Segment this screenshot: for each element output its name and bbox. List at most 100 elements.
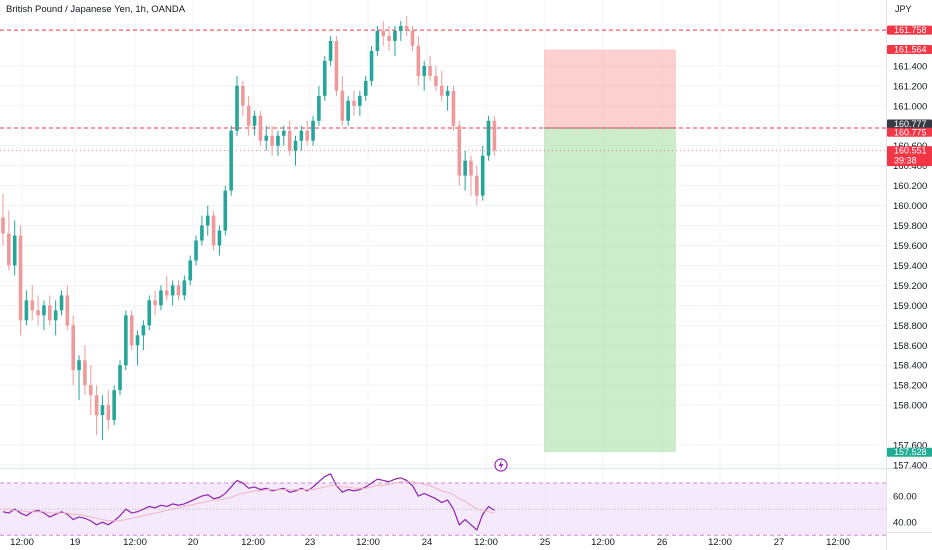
rsi-line	[2, 473, 495, 532]
candle-body	[165, 290, 169, 296]
chart-title: British Pound / Japanese Yen, 1h, OANDA	[6, 4, 186, 15]
time-tick-label: 12:00	[591, 537, 615, 548]
candle-body	[375, 30, 380, 51]
time-tick-label: 19	[70, 537, 81, 548]
candle-body	[182, 280, 187, 296]
candle-body	[176, 285, 181, 296]
candle-body	[194, 240, 198, 261]
candle-body	[65, 295, 70, 326]
candle-body	[147, 300, 152, 326]
candle-body	[445, 90, 450, 96]
time-tick-label: 12:00	[356, 537, 380, 548]
candle-body	[252, 115, 257, 126]
candle-body	[299, 130, 304, 141]
rsi-tick-label: 40.00	[893, 518, 917, 529]
icons	[494, 458, 508, 472]
currency-label: JPY	[895, 4, 912, 14]
time-tick-label: 27	[774, 537, 785, 548]
time-tick-label: 12:00	[474, 537, 498, 548]
price-tag	[887, 146, 932, 167]
candle-body	[428, 65, 432, 76]
time-tick-label: 26	[657, 537, 668, 548]
price-tick-label: 161.200	[893, 81, 927, 92]
candle-body	[393, 30, 397, 41]
candle-body	[480, 155, 485, 196]
candle-body	[486, 120, 491, 156]
price-tick-label: 159.800	[893, 221, 927, 232]
price-tick-label: 160.000	[893, 201, 927, 212]
candle-body	[88, 385, 93, 396]
candle-body	[235, 85, 239, 131]
candle-body	[118, 365, 122, 391]
price-tag	[887, 25, 932, 35]
candle-body	[211, 215, 216, 246]
price-tick-label: 159.600	[893, 241, 927, 252]
candle-body	[322, 60, 327, 96]
horizontal-lines[interactable]	[0, 29, 886, 152]
candle-body	[223, 190, 228, 231]
candle-body	[1, 217, 5, 234]
price-tag-label: 157.528	[894, 447, 927, 457]
candle-body	[258, 115, 263, 141]
candle-body	[463, 160, 467, 176]
price-tag-label: 160.551	[894, 146, 927, 156]
candle-body	[311, 120, 315, 141]
lightning-icon-bolt	[498, 460, 504, 470]
time-tick-label: 20	[188, 537, 199, 548]
candle-body	[492, 120, 497, 151]
candle-body	[404, 25, 409, 31]
price-tick-label: 158.000	[893, 401, 927, 412]
candle-body	[135, 335, 140, 346]
candle-body	[416, 45, 421, 76]
time-tick-label: 12:00	[708, 537, 732, 548]
candle-body	[59, 295, 64, 311]
candle-body	[363, 80, 368, 96]
price-tag-label: 161.564	[894, 45, 927, 55]
candle-body	[7, 233, 11, 266]
stop-loss-zone	[544, 49, 676, 129]
candle-body	[188, 260, 192, 281]
candle-body	[77, 360, 81, 371]
candle-body	[30, 300, 35, 311]
rsi-pane	[0, 473, 886, 536]
price-tag-countdown: 39:38	[894, 156, 917, 166]
price-tick-label: 161.000	[893, 101, 927, 112]
candle-body	[317, 95, 321, 121]
price-tick-label: 158.600	[893, 341, 927, 352]
candle-body	[83, 360, 87, 386]
take-profit-zone	[544, 128, 676, 453]
candle-body	[229, 130, 233, 191]
candle-body	[124, 315, 128, 366]
price-tick-label: 159.400	[893, 261, 927, 272]
candle-body	[36, 310, 40, 316]
candle-body	[94, 395, 99, 416]
candle-body	[170, 285, 175, 296]
position-tool[interactable]	[544, 49, 676, 453]
price-tick-label: 159.200	[893, 281, 927, 292]
candle-body	[439, 85, 444, 96]
candle-body	[264, 135, 269, 141]
candle-body	[112, 390, 116, 421]
candle-body	[287, 130, 292, 151]
candle-body	[241, 85, 245, 106]
candle-body	[334, 40, 339, 91]
price-tick-label: 158.800	[893, 321, 927, 332]
time-tick-label: 12:00	[10, 537, 34, 548]
candle-body	[457, 125, 462, 176]
candle-body	[205, 215, 210, 226]
candle-body	[200, 225, 204, 241]
candle-body	[106, 405, 111, 421]
time-tick-label: 12:00	[241, 537, 265, 548]
candle-body	[434, 75, 438, 86]
rsi-ma-line	[3, 481, 495, 522]
candle-body	[305, 130, 309, 141]
candle-body	[381, 30, 386, 36]
time-tick-label: 25	[540, 537, 551, 548]
candle-body	[270, 135, 274, 146]
price-tag	[887, 447, 932, 457]
candle-body	[246, 105, 251, 126]
candle-body	[293, 140, 298, 151]
